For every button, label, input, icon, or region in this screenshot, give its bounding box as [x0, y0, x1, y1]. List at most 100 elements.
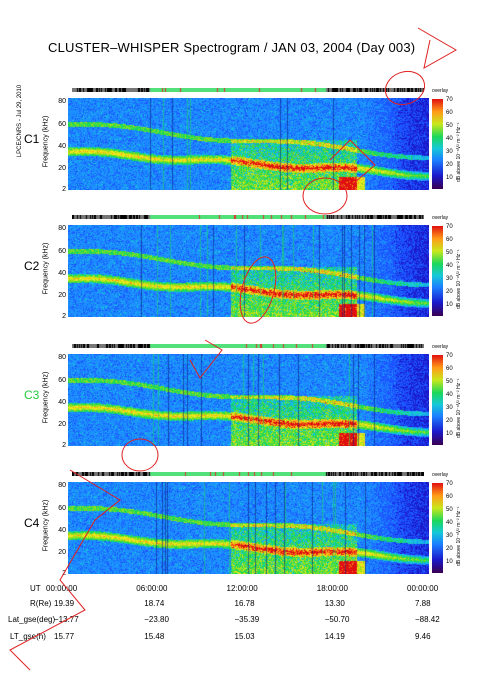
- y-axis-label: Frequency (kHz): [42, 499, 50, 552]
- colorbar-tick-label: 20: [446, 546, 453, 552]
- status-bar: [72, 344, 424, 348]
- orbit-row-value: −50.70: [324, 615, 350, 624]
- status-bar: [72, 88, 424, 92]
- spectrogram-image: [68, 225, 429, 317]
- colorbar-tick-label: 10: [446, 559, 453, 565]
- colorbar: [432, 99, 443, 189]
- status-bar: [72, 215, 424, 219]
- x-tick-label: 06:00:00: [136, 584, 168, 593]
- y-tick-label: 80: [58, 225, 66, 232]
- colorbar-tick-label: 30: [446, 149, 453, 155]
- orbit-row-value: 13.30: [324, 599, 345, 608]
- colorbar-tick-label: 20: [446, 162, 453, 168]
- orbit-row-value: 9.46: [415, 632, 431, 641]
- colorbar: [432, 355, 443, 445]
- x-axis-label: UT: [30, 584, 41, 593]
- y-tick-label: 80: [58, 98, 66, 105]
- overlay-label: overlay: [432, 344, 449, 350]
- colorbar-tick-label: 50: [446, 379, 453, 385]
- y-axis-label: Frequency (kHz): [42, 242, 50, 295]
- spectrogram-image: [68, 354, 429, 446]
- panel-label: C4: [24, 516, 40, 530]
- colorbar-tick-label: 40: [446, 136, 453, 142]
- colorbar-tick-label: 70: [446, 97, 453, 103]
- panel-label: C3: [24, 388, 40, 402]
- status-bar: [72, 472, 424, 476]
- colorbar-unit-label: dB above 10⁻⁸V² m⁻² Hz⁻¹: [456, 506, 462, 567]
- x-tick-label: 18:00:00: [316, 584, 348, 593]
- colorbar-tick-label: 50: [446, 250, 453, 256]
- y-tick-label: 60: [58, 377, 66, 384]
- colorbar: [432, 483, 443, 573]
- spectrogram-image: [68, 98, 429, 190]
- colorbar-tick-label: 40: [446, 520, 453, 526]
- orbit-row-value: −88.42: [415, 615, 440, 624]
- y-tick-label: 2: [62, 442, 66, 449]
- y-tick-label: 60: [58, 505, 66, 512]
- colorbar-tick-label: 70: [446, 353, 453, 359]
- orbit-row-value: 15.03: [234, 632, 255, 641]
- orbit-row-value: 15.77: [54, 632, 75, 641]
- y-tick-label: 80: [58, 354, 66, 361]
- colorbar-tick-label: 50: [446, 123, 453, 129]
- y-tick-label: 2: [62, 570, 66, 577]
- colorbar-tick-label: 10: [446, 302, 453, 308]
- y-tick-label: 80: [58, 482, 66, 489]
- colorbar-tick-label: 60: [446, 237, 453, 243]
- colorbar-tick-label: 40: [446, 392, 453, 398]
- orbit-row-value: −35.39: [234, 615, 260, 624]
- orbit-row-value: −13.77: [54, 615, 79, 624]
- colorbar-unit-label: dB above 10⁻⁸V² m⁻² Hz⁻¹: [456, 378, 462, 439]
- orbit-row-value: −23.80: [144, 615, 169, 624]
- y-tick-label: 40: [58, 270, 66, 277]
- y-tick-label: 2: [62, 313, 66, 320]
- y-axis-label: Frequency (kHz): [42, 115, 50, 168]
- orbit-row-label: Lat_gse(deg): [8, 615, 56, 624]
- y-tick-label: 20: [58, 549, 66, 556]
- orbit-row-value: 18.74: [144, 599, 165, 608]
- spectrogram-panel-c2: C2 Frequency (kHz) 80 60 40 20 2 overlay 70 60 50 4…: [0, 209, 479, 334]
- colorbar-tick-label: 30: [446, 276, 453, 282]
- colorbar-tick-label: 70: [446, 481, 453, 487]
- x-tick-label: 00:00:00: [407, 584, 439, 593]
- spectrogram-panel-c1: C1 Frequency (kHz) 80 60 40 20 2 overlay 70 60 50 4…: [0, 82, 479, 207]
- orbit-row-value: 14.19: [324, 632, 345, 641]
- y-tick-label: 20: [58, 165, 66, 172]
- y-tick-label: 20: [58, 292, 66, 299]
- x-tick-label: 12:00:00: [226, 584, 258, 593]
- orbit-row-label: LT_gse(h): [10, 632, 46, 641]
- y-tick-label: 40: [58, 527, 66, 534]
- y-tick-label: 40: [58, 399, 66, 406]
- panel-label: C2: [24, 259, 40, 273]
- colorbar-unit-label: dB above 10⁻⁸V² m⁻² Hz⁻¹: [456, 249, 462, 310]
- orbit-row: Lat_gse(deg) −13.77 −23.80 −35.39 −50.70 −88.…: [0, 615, 479, 629]
- colorbar-tick-label: 10: [446, 431, 453, 437]
- spectrogram-image: [68, 482, 429, 574]
- y-tick-label: 60: [58, 248, 66, 255]
- orbit-row-value: 7.88: [415, 599, 431, 608]
- y-tick-label: 20: [58, 421, 66, 428]
- colorbar-tick-label: 50: [446, 507, 453, 513]
- colorbar-tick-label: 20: [446, 418, 453, 424]
- colorbar-tick-label: 30: [446, 405, 453, 411]
- colorbar-tick-label: 20: [446, 289, 453, 295]
- colorbar-tick-label: 40: [446, 263, 453, 269]
- colorbar: [432, 226, 443, 316]
- y-tick-label: 40: [58, 143, 66, 150]
- y-tick-label: 60: [58, 121, 66, 128]
- overlay-label: overlay: [432, 88, 449, 94]
- spectrogram-panel-c4: C4 Frequency (kHz) 80 60 40 20 2 overlay 70 60 50 4…: [0, 466, 479, 591]
- red-scribble-mark: [417, 27, 458, 69]
- chart-title: CLUSTER–WHISPER Spectrogram / JAN 03, 20…: [48, 40, 416, 55]
- overlay-label: overlay: [432, 472, 449, 478]
- colorbar-tick-label: 60: [446, 366, 453, 372]
- colorbar-tick-label: 10: [446, 175, 453, 181]
- orbit-row: LT_gse(h) 15.77 15.48 15.03 14.19 9.46: [0, 632, 479, 646]
- orbit-row-label: R(Re): [30, 599, 52, 608]
- y-tick-label: 2: [62, 186, 66, 193]
- x-tick-label: 00:00:00: [46, 584, 78, 593]
- y-axis-label: Frequency (kHz): [42, 371, 50, 424]
- orbit-row-value: 19.39: [54, 599, 75, 608]
- orbit-row: R(Re) 19.39 18.74 16.78 13.30 7.88: [0, 599, 479, 613]
- overlay-label: overlay: [432, 215, 449, 221]
